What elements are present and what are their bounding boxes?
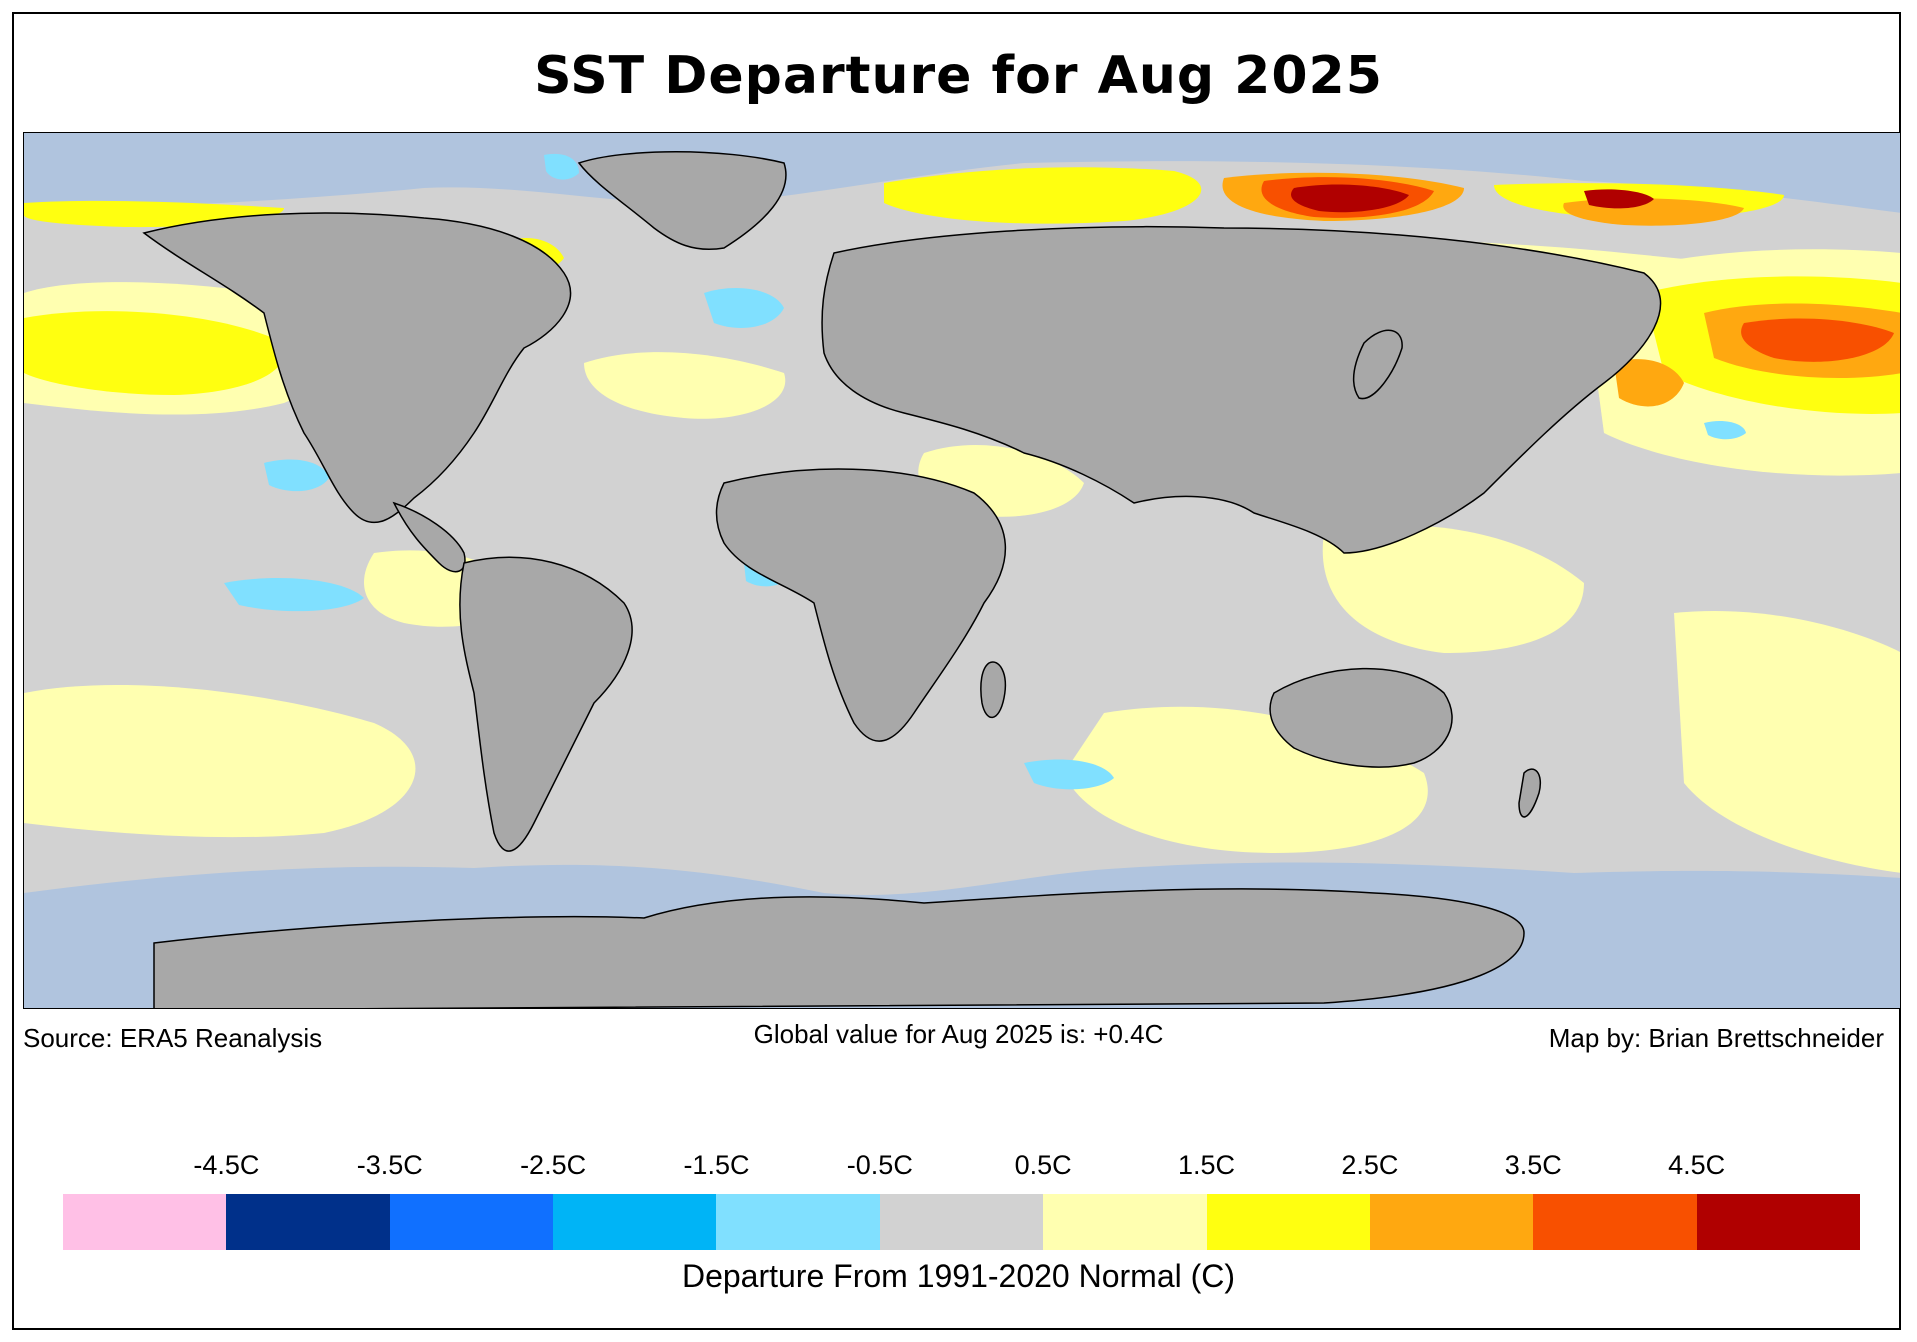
map-title: SST Departure for Aug 2025: [534, 46, 1383, 106]
legend-tick-label: -3.5C: [356, 1150, 423, 1180]
north-america: [142, 212, 572, 524]
arctic-ice: [24, 133, 1900, 213]
madagascar: [980, 661, 1006, 719]
japan: [1352, 329, 1403, 400]
colorbar-swatch: [389, 1194, 554, 1250]
legend-tick-label: 1.5C: [1178, 1150, 1236, 1180]
legend-tick-label: -4.5C: [193, 1150, 260, 1180]
warm-extreme-patches: [1291, 184, 1654, 213]
legend-tick-label: -1.5C: [683, 1150, 750, 1180]
legend-tick-label: -0.5C: [846, 1150, 913, 1180]
new-zealand: [1518, 768, 1541, 818]
global-value-label: Global value for Aug 2025 is: +0.4C: [753, 1019, 1164, 1049]
colorbar-swatch: [716, 1194, 880, 1250]
colorbar-swatch: [226, 1194, 390, 1250]
antarctica: [153, 888, 1525, 1008]
legend-tick-label: 2.5C: [1341, 1150, 1399, 1180]
source-label: Source: ERA5 Reanalysis: [23, 1023, 323, 1053]
colorbar-swatch: [1533, 1194, 1697, 1250]
legend-tick-label: 0.5C: [1014, 1150, 1072, 1180]
land-masses: [142, 151, 1662, 1008]
africa: [715, 468, 1006, 742]
greenland: [577, 151, 787, 250]
sst-map-graphic: [24, 133, 1900, 1008]
legend-tick-label: -2.5C: [520, 1150, 587, 1180]
colorbar-swatch: [63, 1194, 227, 1250]
central-america: [392, 501, 466, 573]
south-america: [459, 556, 633, 852]
colorbar-swatch: [1206, 1194, 1370, 1250]
australia: [1269, 667, 1453, 768]
legend-title: Departure From 1991-2020 Normal (C): [681, 1258, 1236, 1294]
colorbar-swatch: [553, 1194, 717, 1250]
eurasia: [821, 225, 1662, 554]
colorbar-swatch: [879, 1194, 1044, 1250]
colorbar-swatch: [1696, 1194, 1860, 1250]
colorbar-swatch: [1043, 1194, 1207, 1250]
colorbar-swatch: [1369, 1194, 1534, 1250]
colorbar: [63, 1194, 1860, 1250]
legend-tick-label: 4.5C: [1668, 1150, 1726, 1180]
credit-label: Map by: Brian Brettschneider: [1548, 1023, 1884, 1053]
sst-map: [23, 132, 1901, 1009]
legend-tick-label: 3.5C: [1504, 1150, 1562, 1180]
cool-patches: [224, 153, 1746, 790]
